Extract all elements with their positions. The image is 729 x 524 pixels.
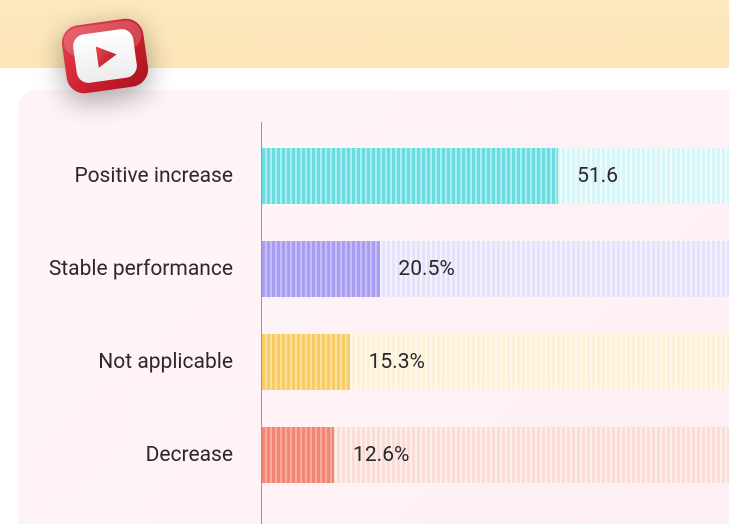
bar-track: 12.6% xyxy=(262,427,729,483)
video-play-icon xyxy=(56,14,154,98)
bar-value: 15.3% xyxy=(369,350,425,374)
bar-value: 12.6% xyxy=(353,443,409,467)
bar-label: Decrease xyxy=(0,442,247,468)
bar-value: 20.5% xyxy=(398,257,454,281)
bar-fill xyxy=(262,148,558,204)
bar-track: 20.5% xyxy=(262,241,729,297)
bar-label: Not applicable xyxy=(0,349,247,375)
bar-value: 51.6 xyxy=(577,164,618,188)
chart-row: Not applicable 15.3% xyxy=(0,334,729,390)
chart-row: Stable performance 20.5% xyxy=(0,241,729,297)
bar-label: Positive increase xyxy=(0,163,247,189)
bar-fill xyxy=(262,334,350,390)
bar-fill xyxy=(262,241,380,297)
bar-track: 51.6 xyxy=(262,148,729,204)
bar-label: Stable performance xyxy=(0,256,247,282)
bar-fill xyxy=(262,427,334,483)
chart-rows: Positive increase 51.6 Stable performance 2… xyxy=(0,148,729,483)
bar-track: 15.3% xyxy=(262,334,729,390)
chart-row: Decrease 12.6% xyxy=(0,427,729,483)
chart-row: Positive increase 51.6 xyxy=(0,148,729,204)
